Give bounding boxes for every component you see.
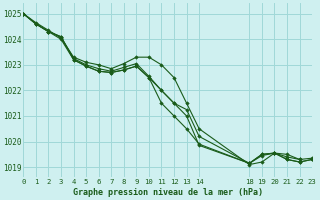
X-axis label: Graphe pression niveau de la mer (hPa): Graphe pression niveau de la mer (hPa) — [73, 188, 263, 197]
